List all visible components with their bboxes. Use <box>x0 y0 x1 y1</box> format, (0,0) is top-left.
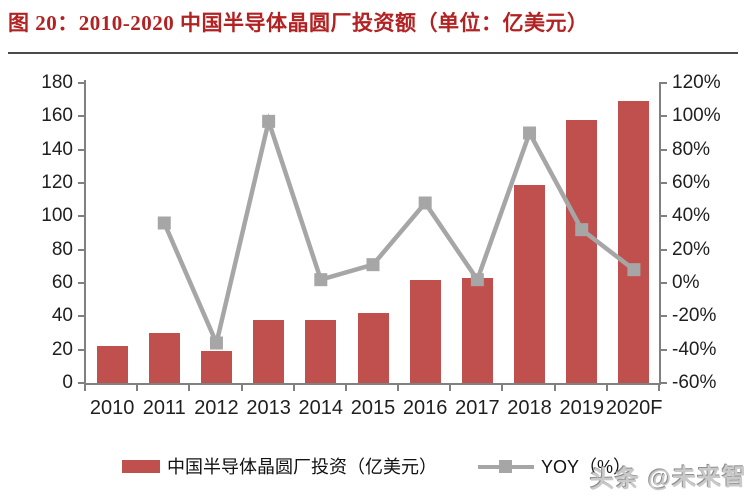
secondary-y-axis-tick-label: 120% <box>672 72 721 93</box>
y-axis-tick <box>78 148 84 151</box>
legend-item-yoy: YOY（%） <box>478 454 631 478</box>
y-axis-tick-label: 60 <box>51 272 73 293</box>
bar <box>357 313 389 383</box>
y-axis-tick-label: 140 <box>41 138 73 160</box>
secondary-y-axis-tick-label: 20% <box>672 238 711 260</box>
bar <box>461 278 493 383</box>
x-axis-tick-label: 2019 <box>559 397 604 419</box>
secondary-y-axis-tick-label: -60% <box>672 372 717 393</box>
secondary-y-axis-tick <box>661 115 667 118</box>
x-axis-tick-label: 2010 <box>89 397 135 419</box>
bar <box>566 119 598 383</box>
y-axis-tick-label: 120 <box>41 172 73 193</box>
bar <box>514 184 546 383</box>
x-axis-tick-label: 2014 <box>298 397 344 419</box>
secondary-y-axis-tick <box>661 315 667 318</box>
legend-item-investment: 中国半导体晶圆厂投资（亿美元） <box>122 454 437 478</box>
yoy-marker <box>262 114 276 128</box>
yoy-marker <box>314 273 328 287</box>
secondary-y-axis-tick-label: 80% <box>672 138 711 160</box>
y-axis-tick-label: 0 <box>62 372 73 393</box>
x-axis-tick-label: 2020F <box>605 397 663 419</box>
bar <box>253 319 285 383</box>
x-axis-tick <box>501 385 504 391</box>
y-axis-tick-label: 80 <box>51 238 73 260</box>
y-axis-tick <box>78 248 84 251</box>
bar <box>305 319 337 383</box>
legend-label-investment: 中国半导体晶圆厂投资（亿美元） <box>167 457 437 477</box>
y-axis-tick <box>78 82 84 84</box>
yoy-marker <box>523 126 537 140</box>
x-axis-tick <box>658 385 660 391</box>
figure-title: 图 20：2010-2020 中国半导体晶圆厂投资额（单位：亿美元） <box>8 11 589 35</box>
x-axis-tick <box>188 385 191 391</box>
yoy-marker <box>366 258 380 272</box>
x-axis-tick-label: 2013 <box>246 397 291 419</box>
secondary-y-axis-tick <box>661 148 667 151</box>
x-axis-tick-label: 2018 <box>507 397 552 419</box>
y-axis-tick-label: 160 <box>41 105 73 127</box>
bar <box>148 333 180 383</box>
x-axis-tick-label: 2015 <box>350 397 396 419</box>
x-axis-tick-label: 2017 <box>455 397 500 419</box>
secondary-y-axis-tick <box>661 215 667 218</box>
secondary-y-axis-tick-label: 40% <box>672 205 711 227</box>
x-axis-line <box>84 383 661 385</box>
bar <box>96 346 128 383</box>
secondary-y-axis-tick <box>661 382 667 384</box>
y-axis-tick <box>78 315 84 318</box>
y-axis-tick <box>78 282 84 284</box>
secondary-y-axis-tick <box>661 348 667 351</box>
secondary-y-axis-tick-label: -20% <box>672 305 717 327</box>
x-axis-tick <box>397 385 400 391</box>
bar <box>200 351 232 383</box>
secondary-y-axis-tick-label: 60% <box>672 172 711 193</box>
x-axis-tick-label: 2016 <box>402 397 448 419</box>
secondary-y-axis-line <box>659 82 661 385</box>
x-axis-tick <box>605 385 608 391</box>
secondary-y-axis-tick <box>661 248 667 251</box>
x-axis-tick <box>84 385 86 391</box>
x-axis-tick-label: 2012 <box>194 397 239 419</box>
secondary-y-axis-tick-label: 100% <box>672 105 721 127</box>
y-axis-tick <box>78 382 84 384</box>
x-axis-tick <box>136 385 139 391</box>
yoy-marker <box>418 196 432 210</box>
secondary-y-axis-tick <box>661 182 667 184</box>
x-axis-tick <box>449 385 452 391</box>
yoy-marker <box>157 216 171 230</box>
bar <box>618 101 650 383</box>
y-axis-tick <box>78 215 84 218</box>
secondary-y-axis-tick-label: -40% <box>672 338 717 360</box>
legend-label-yoy: YOY（%） <box>541 457 632 477</box>
y-axis-tick-label: 180 <box>41 72 73 93</box>
x-axis-tick <box>553 385 556 391</box>
line-series-swatch-icon <box>478 459 534 473</box>
x-axis-tick <box>292 385 295 391</box>
x-axis-tick <box>240 385 243 391</box>
secondary-y-axis-tick <box>661 282 667 284</box>
watermark: 头条 @未来智库 <box>589 463 746 494</box>
yoy-line <box>162 113 636 351</box>
bar-series-swatch-icon <box>122 459 160 473</box>
x-axis-tick <box>344 385 347 391</box>
secondary-y-axis-tick-label: 0% <box>672 272 700 293</box>
secondary-y-axis-tick <box>661 82 667 84</box>
y-axis-line <box>84 80 86 385</box>
y-axis-tick <box>78 115 84 118</box>
bar <box>409 279 441 383</box>
y-axis-tick-label: 20 <box>51 338 73 360</box>
x-axis-tick-label: 2011 <box>142 397 186 419</box>
y-axis-tick-label: 100 <box>41 205 73 227</box>
y-axis-tick <box>78 348 84 351</box>
title-divider <box>8 52 738 54</box>
yoy-marker <box>209 336 223 350</box>
y-axis-tick <box>78 182 84 184</box>
y-axis-tick-label: 40 <box>51 305 73 327</box>
